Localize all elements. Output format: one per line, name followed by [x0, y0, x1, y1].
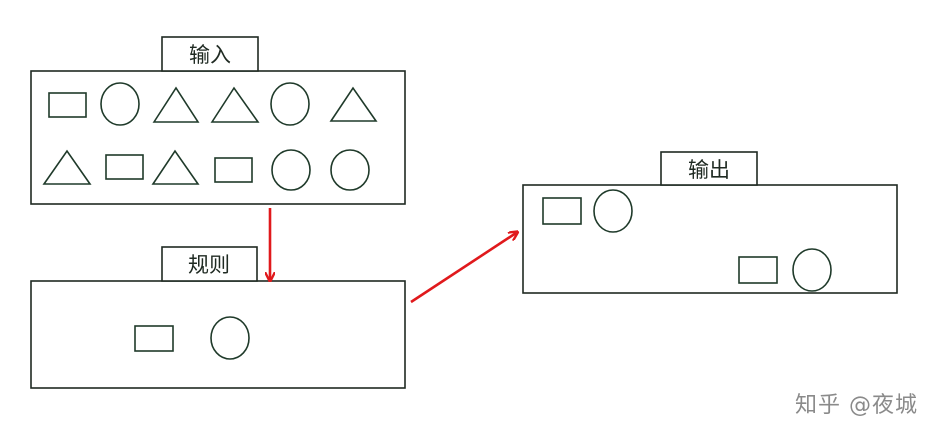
rule-box-frame [30, 280, 406, 389]
output-label: 输出 [688, 158, 730, 182]
input-circle [271, 149, 311, 191]
output-box: 输出 [522, 151, 898, 294]
watermark-text: 知乎 @夜城 [795, 393, 918, 418]
rule-label: 规则 [188, 253, 230, 277]
input-label-tab: 输入 [161, 36, 259, 72]
input-circle [270, 82, 310, 126]
input-triangle [152, 86, 200, 123]
input-circle [330, 149, 370, 191]
output-circle [792, 248, 832, 292]
input-label: 输入 [189, 43, 231, 67]
rule-rectangle [134, 325, 174, 352]
input-rectangle [214, 157, 253, 183]
input-triangle [210, 86, 260, 123]
input-rectangle [105, 154, 144, 180]
input-triangle [42, 149, 92, 185]
input-circle [100, 82, 140, 126]
input-triangle [329, 86, 378, 122]
output-label-frame [660, 151, 758, 186]
rule-label-tab: 规则 [161, 246, 258, 282]
input-triangle [151, 149, 200, 185]
output-label-tab: 输出 [660, 151, 758, 186]
rule-label-frame [161, 246, 258, 282]
input-rectangle [48, 92, 87, 118]
output-rectangle [542, 197, 582, 225]
output-box-frame [522, 184, 898, 294]
input-box: 输入 [30, 36, 406, 205]
rule-circle [210, 316, 250, 360]
arrow-rule-to-output [410, 233, 516, 304]
input-label-frame [161, 36, 259, 72]
rule-box: 规则 [30, 246, 406, 389]
output-rectangle [738, 256, 778, 284]
output-circle [593, 189, 633, 233]
